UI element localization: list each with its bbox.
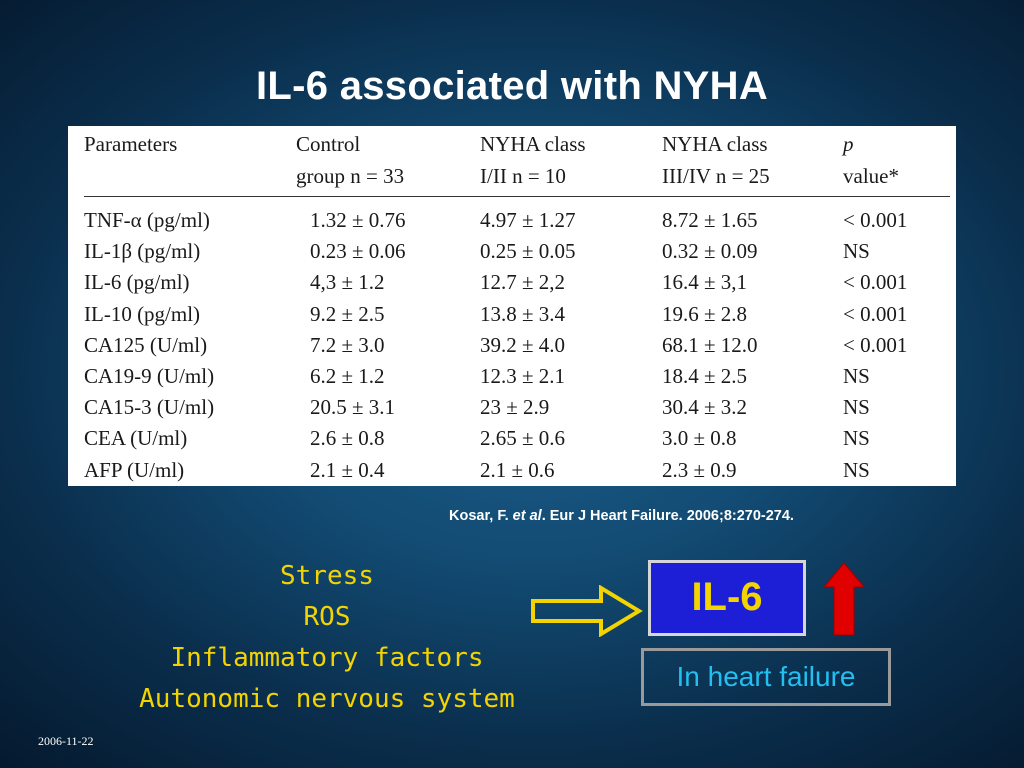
value-cell: 12.7 ± 2,2 [480,270,566,295]
value-cell: 2.1 ± 0.4 [296,454,480,486]
table-row: CA19-9 (U/ml) 6.2 ± 1.2 12.3 ± 2.1 18.4 ± 2… [84,361,950,392]
value-cell: < 0.001 [843,270,908,295]
value-cell: 1.32 ± 0.76 [310,208,406,233]
value-cell: 13.8 ± 3.4 [480,301,566,326]
heart-failure-box: In heart failure [641,648,891,706]
citation: Kosar, F. et al. Eur J Heart Failure. 20… [449,508,794,524]
factor-item: ROS [303,602,351,632]
value-cell: NS [843,426,870,451]
value-cell: NS [843,364,870,389]
parameter-cell: TNF-α (pg/ml) [84,208,210,233]
value-cell: 12.3 ± 2.1 [480,364,566,389]
value-cell: 68.1 ± 12.0 [662,332,758,357]
parameter-cell: IL-10 (pg/ml) [84,301,201,326]
value-cell: 9.2 ± 2.5 [310,301,385,326]
header-cell: value* [843,164,950,197]
parameters-table: Parameters Control NYHA class NYHA class… [84,132,950,486]
value-cell: 16.4 ± 3,1 [662,270,748,295]
factor-item: Autonomic nervous system [139,684,515,714]
value-cell: 23 ± 2.9 [480,395,550,420]
table-header-row-1: Parameters Control NYHA class NYHA class… [84,132,950,164]
table-row: AFP (U/ml) 2.1 ± 0.4 2.1 ± 0.6 2.3 ± 0.9 NS [84,454,950,486]
factor-item: Stress [280,561,374,591]
factors-list: Stress ROS Inflammatory factors Autonomi… [104,556,550,720]
header-cell: NYHA class [480,132,586,156]
parameter-cell: CA125 (U/ml) [84,332,208,357]
header-cell [84,164,296,197]
slide-date: 2006-11-22 [38,734,94,748]
value-cell: 4,3 ± 1.2 [310,270,385,295]
citation-rest: . Eur J Heart Failure. 2006;8:270-274. [541,508,794,524]
value-cell: 6.2 ± 1.2 [310,364,385,389]
value-cell: < 0.001 [843,301,908,326]
value-cell: 18.4 ± 2.5 [662,364,748,389]
value-cell: 2.1 ± 0.6 [480,454,662,486]
value-cell: 0.25 ± 0.05 [480,239,576,264]
parameter-cell: CA15-3 (U/ml) [84,395,215,420]
parameter-cell: CEA (U/ml) [84,426,188,451]
il6-box: IL-6 [648,560,806,636]
value-cell: 2.65 ± 0.6 [480,426,566,451]
table-row: IL-6 (pg/ml) 4,3 ± 1.2 12.7 ± 2,2 16.4 ± 3,… [84,267,950,298]
parameter-cell: AFP (U/ml) [84,454,296,486]
value-cell: 39.2 ± 4.0 [480,332,566,357]
header-cell: III/IV n = 25 [662,164,843,197]
parameter-cell: IL-6 (pg/ml) [84,270,190,295]
header-cell: I/II n = 10 [480,164,662,197]
table-row: CA15-3 (U/ml) 20.5 ± 3.1 23 ± 2.9 30.4 ± 3.… [84,392,950,423]
value-cell: 3.0 ± 0.8 [662,426,737,451]
factor-item: Inflammatory factors [170,643,484,673]
parameter-cell: IL-1β (pg/ml) [84,239,201,264]
value-cell: < 0.001 [843,208,908,233]
value-cell: 8.72 ± 1.65 [662,208,758,233]
header-cell: NYHA class [662,132,768,156]
header-cell: group n = 33 [296,164,480,197]
value-cell: 0.23 ± 0.06 [310,239,406,264]
header-cell: Parameters [84,132,178,156]
value-cell: 2.3 ± 0.9 [662,454,843,486]
hollow-right-arrow-icon [531,585,643,637]
value-cell: NS [843,239,870,264]
red-up-arrow-icon [822,562,866,636]
value-cell: 19.6 ± 2.8 [662,301,748,326]
value-cell: 4.97 ± 1.27 [480,208,576,233]
header-cell: Control [296,132,361,156]
table-header-row-2: group n = 33 I/II n = 10 III/IV n = 25 v… [84,164,950,197]
header-cell: p [843,132,854,156]
value-cell: 30.4 ± 3.2 [662,395,748,420]
table-row: IL-10 (pg/ml) 9.2 ± 2.5 13.8 ± 3.4 19.6 ± 2… [84,299,950,330]
value-cell: 0.32 ± 0.09 [662,239,758,264]
citation-author: Kosar, F. [449,508,509,524]
value-cell: 20.5 ± 3.1 [310,395,396,420]
table-image: Parameters Control NYHA class NYHA class… [68,126,956,486]
value-cell: NS [843,395,870,420]
value-cell: 7.2 ± 3.0 [310,332,385,357]
citation-etal: et al [512,508,542,524]
value-cell: 2.6 ± 0.8 [310,426,385,451]
table-row: CA125 (U/ml) 7.2 ± 3.0 39.2 ± 4.0 68.1 ± 12… [84,330,950,361]
value-cell: NS [843,454,950,486]
table-row: TNF-α (pg/ml) 1.32 ± 0.76 4.97 ± 1.27 8.72 … [84,197,950,237]
value-cell: < 0.001 [843,332,908,357]
parameter-cell: CA19-9 (U/ml) [84,364,215,389]
slide-title: IL-6 associated with NYHA [255,64,769,108]
table-row: IL-1β (pg/ml) 0.23 ± 0.06 0.25 ± 0.05 0.32 … [84,236,950,267]
table-row: CEA (U/ml) 2.6 ± 0.8 2.65 ± 0.6 3.0 ± 0.8 NS [84,423,950,454]
